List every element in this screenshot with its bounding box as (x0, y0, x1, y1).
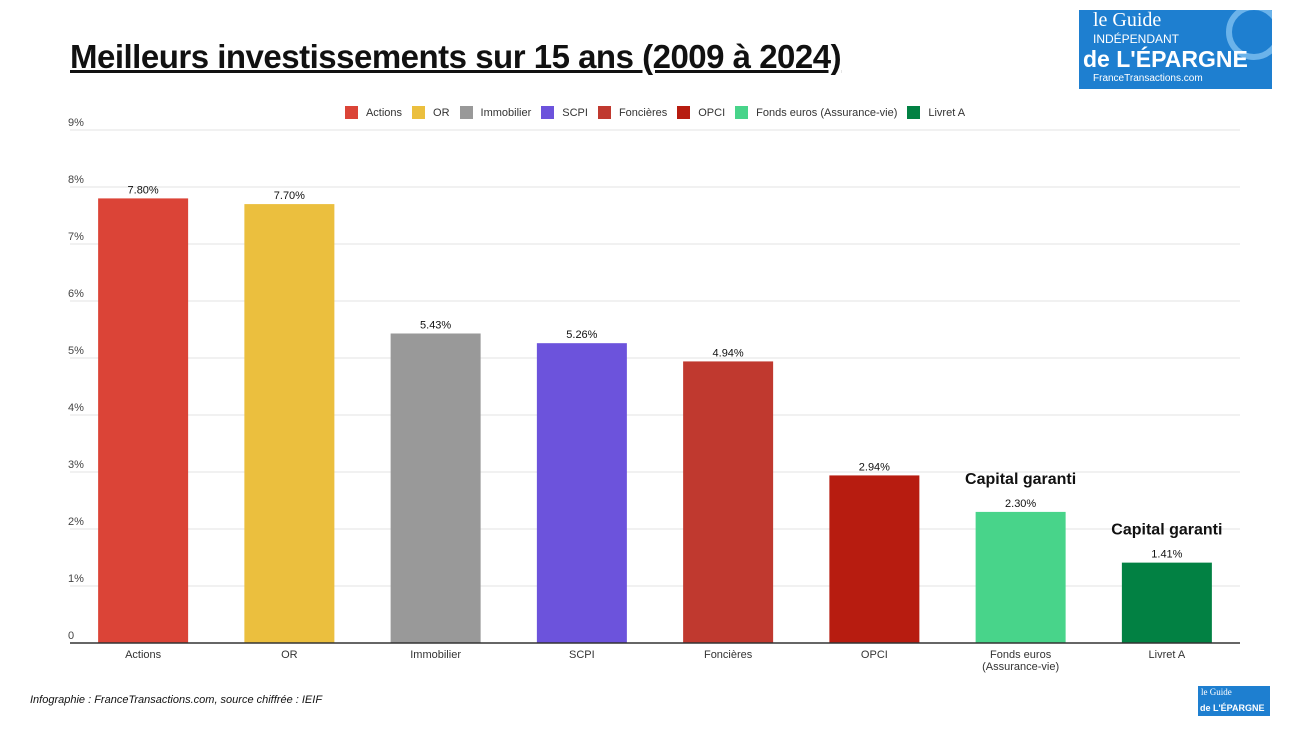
legend-label: SCPI (562, 106, 588, 119)
legend-item: Immobilier (459, 106, 532, 119)
logo-bottom-line1: le Guide (1201, 687, 1232, 697)
legend-swatch (907, 106, 921, 119)
x-tick-label: Actions (125, 649, 162, 661)
y-tick-label: 6% (68, 288, 84, 300)
y-tick-label: 4% (68, 402, 84, 414)
legend-swatch (735, 106, 749, 119)
bar-fonds-euros-assurance-vie- (975, 511, 1066, 643)
logo-ring-icon (1226, 10, 1272, 60)
legend-item: OPCI (677, 106, 725, 119)
x-tick-label: OPCI (861, 649, 888, 661)
bar-opci (829, 475, 920, 643)
legend-label: Foncières (618, 106, 668, 119)
legend-label: OR (433, 106, 450, 119)
logo-line2: INDÉPENDANT (1093, 32, 1180, 46)
logo-bottom-line3: de L'ÉPARGNE (1200, 703, 1265, 713)
legend-swatch (459, 106, 473, 119)
y-tick-label: 8% (68, 174, 84, 186)
legend-item: SCPI (541, 106, 588, 119)
x-tick-label: Foncières (704, 649, 753, 661)
x-tick-label: Fonds euros (990, 649, 1052, 661)
y-tick-label: 2% (68, 516, 84, 528)
data-label: 5.43% (420, 319, 451, 331)
page-title: Meilleurs investissements sur 15 ans (20… (70, 38, 842, 75)
source-footer: Infographie : FranceTransactions.com, so… (30, 694, 323, 706)
data-label: 1.41% (1151, 549, 1182, 561)
legend-swatch (412, 106, 426, 119)
y-tick-label: 3% (68, 459, 84, 471)
legend-item: Actions (344, 106, 403, 119)
data-label: 4.94% (713, 347, 744, 359)
legend-label: OPCI (698, 106, 726, 119)
logo-site: FranceTransactions.com (1093, 73, 1203, 84)
legend-item: OR (412, 106, 450, 119)
bar-scpi (536, 343, 627, 643)
annotation-capital-garanti: Capital garanti (1111, 522, 1222, 539)
data-label: 2.94% (859, 461, 890, 473)
bar-immobilier (390, 333, 481, 643)
data-label: 2.30% (1005, 498, 1036, 510)
logo-top: le Guide INDÉPENDANT de L'ÉPARGNE France… (1079, 10, 1272, 89)
x-tick-label: OR (281, 649, 298, 661)
bar-fonci-res (683, 361, 774, 643)
legend-swatch (677, 106, 691, 119)
logo-line3: de L'ÉPARGNE (1083, 46, 1248, 72)
data-label: 5.26% (566, 329, 597, 341)
x-tick-label: Immobilier (410, 649, 461, 661)
legend-swatch (597, 106, 611, 119)
legend-label: Fonds euros (Assurance-vie) (756, 106, 898, 119)
legend-label: Livret A (928, 106, 966, 119)
legend-item: Fonds euros (Assurance-vie) (735, 106, 897, 119)
y-tick-label: 0 (68, 630, 74, 642)
legend-swatch (541, 106, 555, 119)
data-label: 7.80% (128, 184, 159, 196)
y-tick-label: 5% (68, 345, 84, 357)
logo-line1: le Guide (1093, 10, 1162, 31)
bar-livret-a (1121, 562, 1212, 643)
bar-actions (98, 198, 189, 643)
legend-label: Actions (365, 106, 403, 119)
legend-swatch (344, 106, 358, 119)
y-tick-label: 9% (68, 117, 84, 129)
legend-item: Livret A (907, 106, 965, 119)
x-tick-label: Livret A (1149, 649, 1186, 661)
data-label: 7.70% (274, 190, 305, 202)
x-tick-label: SCPI (569, 649, 595, 661)
logo-bottom: le Guide de L'ÉPARGNE (1198, 686, 1270, 716)
annotation-capital-garanti: Capital garanti (965, 471, 1076, 488)
x-tick-label: (Assurance-vie) (982, 661, 1059, 673)
legend-item: Foncières (597, 106, 668, 119)
y-tick-label: 7% (68, 231, 84, 243)
legend-label: Immobilier (480, 106, 532, 119)
bar-or (244, 204, 335, 643)
chart-legend: Actions OR Immobilier SCPI Foncières OPCI Fond… (0, 106, 1300, 119)
y-tick-label: 1% (68, 573, 84, 585)
